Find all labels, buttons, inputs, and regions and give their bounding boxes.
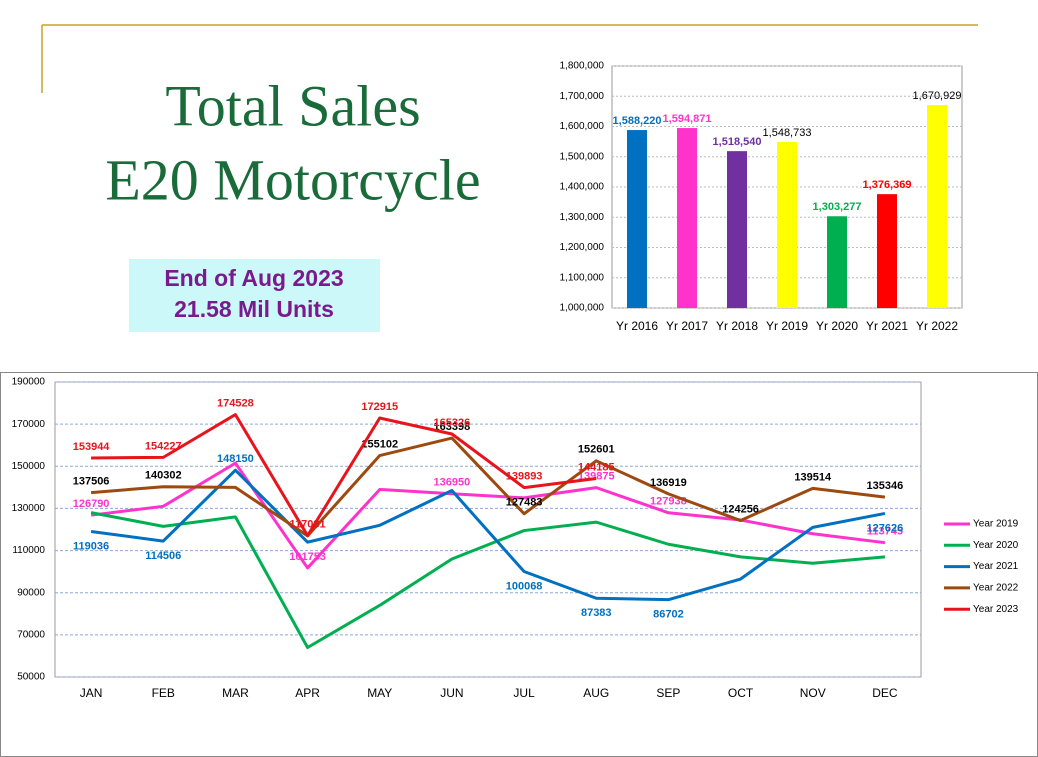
data-label: 144185 bbox=[578, 461, 615, 473]
x-tick-label: JAN bbox=[80, 686, 103, 700]
x-tick-label: APR bbox=[295, 686, 320, 700]
data-label: 87383 bbox=[581, 607, 612, 619]
data-label: 1,303,277 bbox=[813, 201, 862, 213]
bar bbox=[877, 194, 897, 308]
series-line bbox=[90, 468, 886, 602]
data-label: 1,588,220 bbox=[613, 115, 662, 127]
note-line: End of Aug 2023 bbox=[164, 265, 343, 291]
x-tick-label: MAY bbox=[367, 686, 392, 700]
y-tick-label: 1,600,000 bbox=[560, 121, 605, 132]
y-tick-label: 1,500,000 bbox=[560, 151, 605, 162]
y-tick-label: 1,100,000 bbox=[560, 272, 605, 283]
data-label: 139893 bbox=[506, 470, 543, 482]
data-label: 172915 bbox=[361, 401, 398, 413]
bar bbox=[827, 216, 847, 308]
legend-label: Year 2022 bbox=[973, 583, 1019, 594]
data-label: 140302 bbox=[145, 470, 182, 482]
x-tick-label: Yr 2016 bbox=[616, 319, 658, 333]
data-label: 165326 bbox=[434, 417, 471, 429]
legend-label: Year 2023 bbox=[973, 604, 1019, 615]
data-label: 137506 bbox=[73, 476, 110, 488]
series-line bbox=[90, 436, 886, 538]
legend-label: Year 2020 bbox=[973, 540, 1019, 551]
y-tick-label: 170000 bbox=[12, 419, 46, 430]
data-label: 114506 bbox=[145, 550, 181, 562]
bar bbox=[627, 130, 647, 308]
data-label: 100068 bbox=[506, 580, 543, 592]
data-label: 86702 bbox=[653, 609, 684, 621]
data-label: 163398 bbox=[434, 421, 471, 433]
legend-label: Year 2021 bbox=[973, 561, 1019, 572]
bar bbox=[927, 105, 947, 308]
x-tick-label: JUN bbox=[440, 686, 463, 700]
data-label: 1,518,540 bbox=[713, 136, 762, 148]
legend-label: Year 2019 bbox=[973, 519, 1019, 530]
data-label: 155102 bbox=[361, 438, 398, 450]
data-label: 1,594,871 bbox=[663, 113, 712, 125]
y-tick-label: 190000 bbox=[12, 377, 46, 388]
x-tick-label: Yr 2021 bbox=[866, 319, 908, 333]
x-tick-label: OCT bbox=[728, 686, 754, 700]
data-label: 135346 bbox=[867, 480, 904, 492]
series-line bbox=[90, 511, 886, 649]
bar bbox=[777, 142, 797, 308]
data-label: 127626 bbox=[867, 522, 904, 534]
data-label: 174528 bbox=[217, 398, 254, 410]
data-label: 153944 bbox=[73, 441, 111, 453]
bar bbox=[677, 128, 697, 308]
x-tick-label: MAR bbox=[222, 686, 249, 700]
data-label: 117081 bbox=[290, 519, 326, 531]
title-line: Total Sales bbox=[165, 73, 420, 138]
data-label: 1,670,929 bbox=[913, 90, 962, 102]
y-tick-label: 1,000,000 bbox=[560, 303, 605, 314]
data-label: 154227 bbox=[145, 440, 182, 452]
data-label: 152601 bbox=[578, 444, 615, 456]
x-tick-label: Yr 2018 bbox=[716, 319, 758, 333]
bar bbox=[727, 151, 747, 308]
x-tick-label: Yr 2019 bbox=[766, 319, 808, 333]
data-label: 127483 bbox=[506, 497, 543, 509]
x-tick-label: Yr 2017 bbox=[666, 319, 708, 333]
note-line: 21.58 Mil Units bbox=[174, 296, 334, 322]
y-tick-label: 130000 bbox=[12, 503, 46, 514]
x-tick-label: AUG bbox=[583, 686, 609, 700]
y-tick-label: 150000 bbox=[12, 461, 46, 472]
data-label: 126790 bbox=[73, 498, 110, 510]
data-label: 1,548,733 bbox=[763, 127, 812, 139]
series-line bbox=[90, 461, 886, 570]
y-tick-label: 110000 bbox=[12, 545, 45, 556]
data-label: 113745 bbox=[867, 526, 903, 538]
data-label: 148150 bbox=[217, 453, 254, 465]
x-tick-label: DEC bbox=[872, 686, 898, 700]
data-label: 1,376,369 bbox=[863, 179, 912, 191]
y-tick-label: 1,400,000 bbox=[560, 182, 605, 193]
data-label: 124256 bbox=[722, 503, 759, 515]
y-tick-label: 1,700,000 bbox=[560, 91, 605, 102]
x-tick-label: SEP bbox=[656, 686, 680, 700]
y-tick-label: 1,300,000 bbox=[560, 212, 605, 223]
x-tick-label: JUL bbox=[513, 686, 535, 700]
data-label: 139514 bbox=[794, 471, 832, 483]
x-tick-label: Yr 2020 bbox=[816, 319, 858, 333]
data-label: 119036 bbox=[73, 540, 109, 552]
data-label: 101753 bbox=[289, 551, 326, 563]
x-tick-label: NOV bbox=[800, 686, 826, 700]
y-tick-label: 1,800,000 bbox=[560, 61, 605, 72]
title-line: E20 Motorcycle bbox=[105, 147, 480, 212]
y-tick-label: 90000 bbox=[17, 587, 45, 598]
x-tick-label: FEB bbox=[152, 686, 175, 700]
x-tick-label: Yr 2022 bbox=[916, 319, 958, 333]
y-tick-label: 70000 bbox=[17, 629, 45, 640]
y-tick-label: 50000 bbox=[17, 672, 45, 683]
note-box bbox=[129, 259, 380, 332]
data-label: 136950 bbox=[434, 477, 471, 489]
data-label: 136919 bbox=[650, 477, 687, 489]
y-tick-label: 1,200,000 bbox=[560, 242, 605, 253]
series-line bbox=[91, 413, 597, 538]
